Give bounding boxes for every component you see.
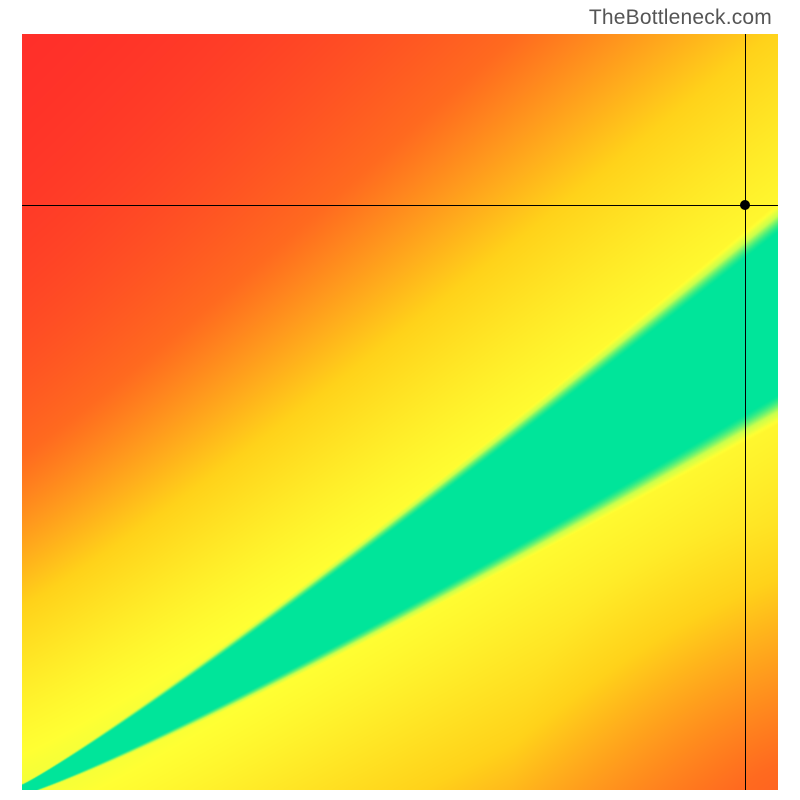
watermark-text: TheBottleneck.com	[589, 6, 772, 30]
crosshair-marker	[740, 200, 750, 210]
bottleneck-heatmap	[22, 34, 778, 790]
crosshair-horizontal	[22, 205, 778, 206]
heatmap-canvas	[22, 34, 778, 790]
crosshair-vertical	[745, 34, 746, 790]
